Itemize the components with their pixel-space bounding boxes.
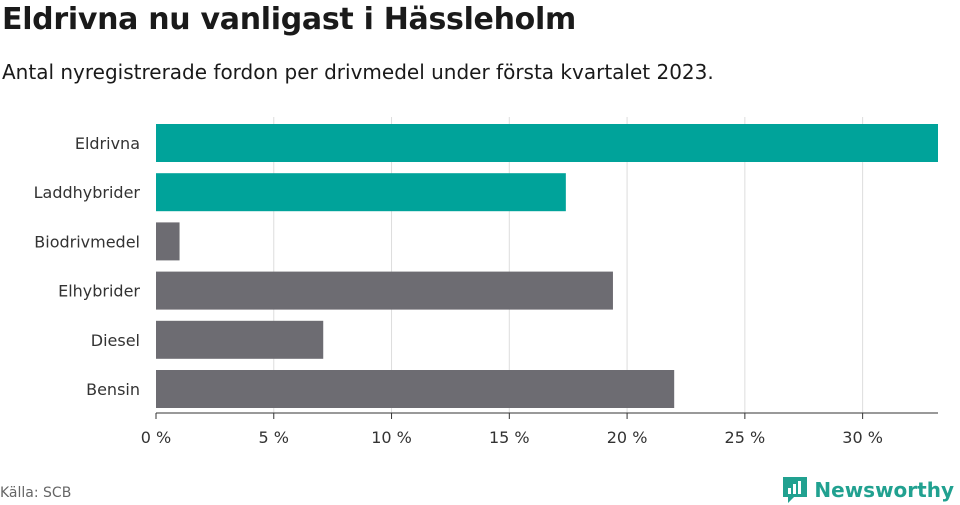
bar xyxy=(156,222,180,261)
source-note: Källa: SCB xyxy=(0,485,72,501)
x-tick-label: 0 % xyxy=(141,428,171,447)
page-subtitle: Antal nyregistrerade fordon per drivmede… xyxy=(2,60,714,84)
bar xyxy=(156,320,324,359)
category-labels: Eldrivna Laddhybrider Biodrivmedel Elhybrid… xyxy=(34,134,141,399)
x-tick-label: 20 % xyxy=(607,428,648,447)
category-label: Laddhybrider xyxy=(34,183,141,202)
bars xyxy=(156,124,938,408)
brand-logo[interactable]: Newsworthy xyxy=(782,476,954,504)
page-title: Eldrivna nu vanligast i Hässleholm xyxy=(2,2,576,37)
brand-name: Newsworthy xyxy=(814,478,954,502)
bar xyxy=(156,271,613,310)
category-label: Bensin xyxy=(86,380,140,399)
x-tick-label: 5 % xyxy=(259,428,289,447)
bar xyxy=(156,370,675,408)
gridlines xyxy=(273,117,864,413)
x-axis: 0 % 5 % 10 % 15 % 20 % 25 % 30 % xyxy=(141,412,938,447)
x-tick-label: 10 % xyxy=(371,428,412,447)
category-label: Elhybrider xyxy=(58,282,140,301)
category-label: Eldrivna xyxy=(75,134,140,153)
category-label: Diesel xyxy=(91,331,140,350)
x-tick-label: 25 % xyxy=(725,428,766,447)
x-tick-label: 30 % xyxy=(842,428,883,447)
newsworthy-logo-icon xyxy=(783,477,808,503)
category-label: Biodrivmedel xyxy=(34,232,140,251)
x-tick-label: 15 % xyxy=(489,428,530,447)
bar xyxy=(156,124,938,162)
bar xyxy=(156,173,566,212)
